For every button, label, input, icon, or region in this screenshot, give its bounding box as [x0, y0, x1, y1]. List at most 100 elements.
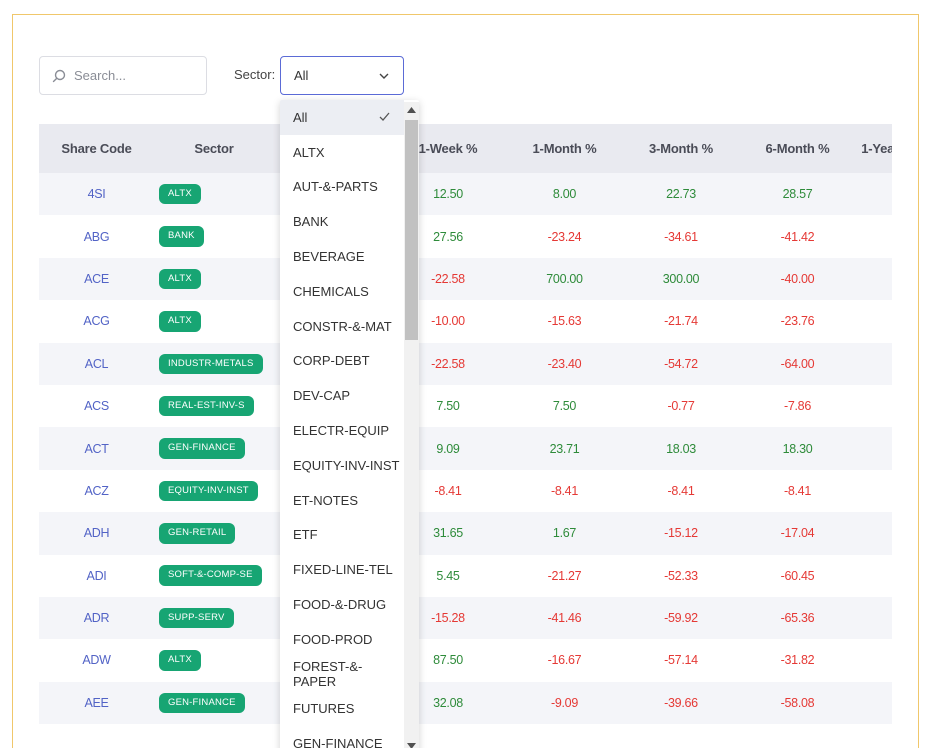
sector-cell: GEN-RETAIL [154, 512, 274, 554]
week-change: 5.45 [436, 568, 460, 583]
share-code-link[interactable]: ACT [84, 441, 109, 456]
year-change [856, 470, 892, 512]
three-month-change: 18.03 [666, 441, 696, 456]
sector-option-label: AUT-&-PARTS [293, 179, 378, 195]
table-row[interactable]: ACT GEN-FINANCE 9.09 23.71 18.03 18.30 [39, 427, 892, 470]
share-code[interactable]: ACZ [39, 470, 154, 512]
column-header[interactable]: 1-Year % [861, 141, 892, 156]
share-code[interactable]: ADH [39, 512, 154, 554]
sector-option[interactable]: FOOD-&-DRUG [280, 587, 404, 622]
column-header[interactable]: 1-Month % [532, 141, 597, 156]
share-code-link[interactable]: ACE [84, 271, 109, 286]
sector-option[interactable]: BEVERAGE [280, 239, 404, 274]
column-header[interactable]: 3-Month % [649, 141, 713, 156]
dropdown-scrollbar[interactable] [404, 102, 419, 748]
share-code-link[interactable]: ADH [83, 526, 110, 541]
three-month-change: 300.00 [662, 271, 700, 286]
three-month-change: -15.12 [664, 526, 698, 541]
sector-option[interactable]: FIXED-LINE-TEL [280, 552, 404, 587]
share-code-link[interactable]: AEE [84, 695, 109, 710]
table-row[interactable]: ACS REAL-EST-INV-S 7.50 7.50 -0.77 -7.86 [39, 384, 892, 428]
week-change: -8.41 [434, 483, 462, 498]
share-code[interactable]: ADR [39, 597, 154, 639]
column-header[interactable]: 6-Month % [765, 141, 830, 156]
share-code-link[interactable]: 4SI [87, 187, 106, 202]
sector-option[interactable]: EQUITY-INV-INST [280, 448, 404, 483]
sector-option-label: FOOD-PROD [293, 631, 373, 647]
share-code[interactable]: ACE [39, 258, 154, 300]
sector-option[interactable]: AUT-&-PARTS [280, 170, 404, 205]
search-box[interactable] [39, 56, 207, 95]
sector-option[interactable]: All [280, 100, 404, 135]
sector-option-label: ETF [293, 527, 318, 543]
sector-option[interactable]: FUTURES [280, 692, 404, 727]
sector-option-label: BEVERAGE [293, 249, 365, 265]
scrollbar-thumb[interactable] [405, 120, 418, 340]
share-code[interactable]: ACG [39, 300, 154, 342]
share-code[interactable]: ADW [39, 639, 154, 681]
share-code-link[interactable]: ACZ [84, 483, 109, 498]
column-header[interactable]: Share Code [61, 141, 132, 156]
scroll-up-icon[interactable] [404, 102, 419, 118]
sector-option[interactable]: CORP-DEBT [280, 344, 404, 379]
sector-select[interactable]: All [280, 56, 404, 95]
table-row[interactable]: 4SI ALTX 12.50 8.00 22.73 28.57 [39, 173, 892, 216]
sector-option[interactable]: ALTX [280, 135, 404, 170]
sector-option[interactable]: CONSTR-&-MAT [280, 309, 404, 344]
table-row[interactable]: AEE GEN-FINANCE 32.08 -9.09 -39.66 -58.08 [39, 681, 892, 725]
sector-badge: INDUSTR-METALS [159, 353, 263, 374]
sector-badge: SOFT-&-COMP-SE [159, 565, 262, 586]
share-code[interactable]: 4SI [39, 173, 154, 215]
sector-option[interactable]: ETF [280, 518, 404, 553]
sector-badge: REAL-EST-INV-S [159, 395, 254, 417]
table-row[interactable]: ACE ALTX -22.58 700.00 300.00 -40.00 [39, 257, 892, 301]
column-header[interactable]: Sector [194, 141, 234, 156]
share-code[interactable]: ACT [39, 427, 154, 469]
sector-option[interactable]: FOOD-PROD [280, 622, 404, 657]
table-row[interactable]: ADW ALTX 87.50 -16.67 -57.14 -31.82 [39, 639, 892, 682]
sector-option[interactable]: ET-NOTES [280, 483, 404, 518]
sector-option[interactable]: DEV-CAP [280, 378, 404, 413]
share-code-link[interactable]: ADI [86, 568, 107, 583]
six-month-change: -58.08 [780, 695, 815, 710]
six-month-change: -64.00 [780, 356, 815, 371]
six-month-change: 28.57 [782, 187, 813, 202]
share-code-link[interactable]: ACG [83, 314, 110, 329]
table-row[interactable]: ACZ EQUITY-INV-INST -8.41 -8.41 -8.41 -8.41 [39, 469, 892, 513]
share-code-link[interactable]: ACL [84, 356, 109, 371]
share-code-link[interactable]: ADR [83, 611, 110, 626]
column-header[interactable]: 1-Week % [418, 141, 478, 156]
table-row[interactable]: ACL INDUSTR-METALS -22.58 -23.40 -54.72 -64.0… [39, 342, 892, 385]
search-input[interactable] [74, 68, 194, 83]
table-row[interactable]: ADR SUPP-SERV -15.28 -41.46 -59.92 -65.36 [39, 596, 892, 640]
sector-cell: SOFT-&-COMP-SE [154, 555, 274, 597]
week-change: 7.50 [436, 399, 460, 414]
table-row[interactable]: ACG ALTX -10.00 -15.63 -21.74 -23.76 [39, 300, 892, 343]
share-code[interactable]: AEE [39, 682, 154, 724]
share-code-link[interactable]: ADW [82, 653, 111, 668]
share-code[interactable]: ADI [39, 555, 154, 597]
sector-cell: ALTX [154, 639, 274, 681]
share-code[interactable]: ACS [39, 385, 154, 427]
sector-option[interactable]: ELECTR-EQUIP [280, 413, 404, 448]
table-row[interactable]: ADI SOFT-&-COMP-SE 5.45 -21.27 -52.33 -60.45 [39, 554, 892, 597]
share-code[interactable]: ABG [39, 215, 154, 257]
week-change: 87.50 [433, 653, 463, 668]
sector-option[interactable]: GEN-FINANCE [280, 726, 404, 748]
share-code[interactable]: ACL [39, 343, 154, 385]
scroll-down-icon[interactable] [404, 738, 419, 748]
sector-option-label: ELECTR-EQUIP [293, 423, 390, 439]
six-month-change: -7.86 [784, 399, 811, 414]
share-code-link[interactable]: ABG [83, 229, 110, 244]
sector-option[interactable]: CHEMICALS [280, 274, 404, 309]
sector-option[interactable]: BANK [280, 204, 404, 239]
sector-option[interactable]: FOREST-&-PAPER [280, 657, 404, 692]
sector-cell: ALTX [154, 300, 274, 342]
share-code-link[interactable]: ACS [84, 399, 109, 414]
week-change: -22.58 [431, 271, 465, 286]
table-row[interactable]: ABG BANK 27.56 -23.24 -34.61 -41.42 [39, 215, 892, 258]
sector-badge: GEN-FINANCE [159, 692, 245, 714]
sector-option-label: DEV-CAP [293, 388, 351, 404]
table-row[interactable]: ADH GEN-RETAIL 31.65 1.67 -15.12 -17.04 [39, 512, 892, 555]
